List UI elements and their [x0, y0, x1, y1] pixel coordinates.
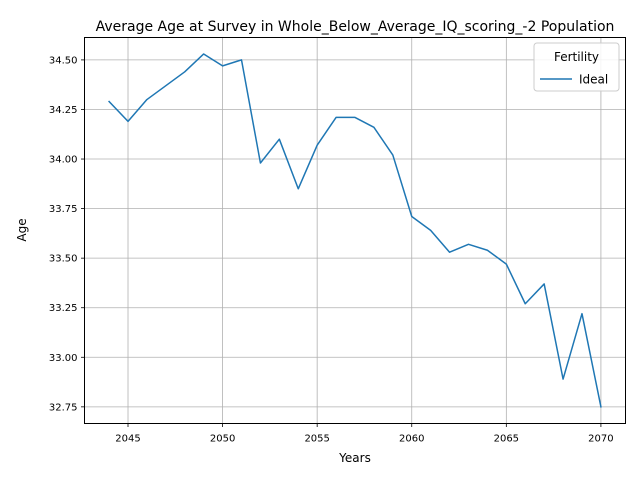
y-tick-label: 33.00 [49, 353, 78, 364]
y-axis-label: Age [15, 218, 29, 241]
grid-lines [84, 37, 626, 424]
y-tick-label: 32.75 [49, 402, 78, 413]
y-tick-label: 34.25 [49, 105, 78, 116]
y-tick-label: 33.75 [49, 204, 78, 215]
x-tick-label: 2065 [494, 434, 519, 445]
y-tick-label: 33.25 [49, 303, 78, 314]
x-tick-label: 2045 [115, 434, 140, 445]
x-tick-label: 2055 [304, 434, 329, 445]
y-axis-ticks: 32.75 33.00 33.25 33.50 33.75 34.00 34.25 34.50 [49, 55, 85, 413]
y-tick-label: 34.50 [49, 55, 78, 66]
legend: Fertility Ideal [533, 42, 620, 92]
plot-frame [84, 37, 626, 424]
x-tick-label: 2070 [588, 434, 613, 445]
series-lines [108, 53, 602, 408]
y-tick-label: 34.00 [49, 155, 78, 166]
chart-title: Average Age at Survey in Whole_Below_Ave… [96, 19, 615, 35]
x-tick-label: 2050 [210, 434, 235, 445]
plot-background [84, 37, 626, 424]
series-line-ideal [108, 53, 602, 408]
x-axis-label: Years [338, 451, 371, 465]
legend-label-ideal: Ideal [579, 73, 608, 87]
y-tick-label: 33.50 [49, 254, 78, 265]
x-tick-label: 2060 [399, 434, 424, 445]
x-axis-ticks: 2045 2050 2055 2060 2065 2070 [115, 423, 614, 445]
legend-title: Fertility [554, 50, 599, 64]
